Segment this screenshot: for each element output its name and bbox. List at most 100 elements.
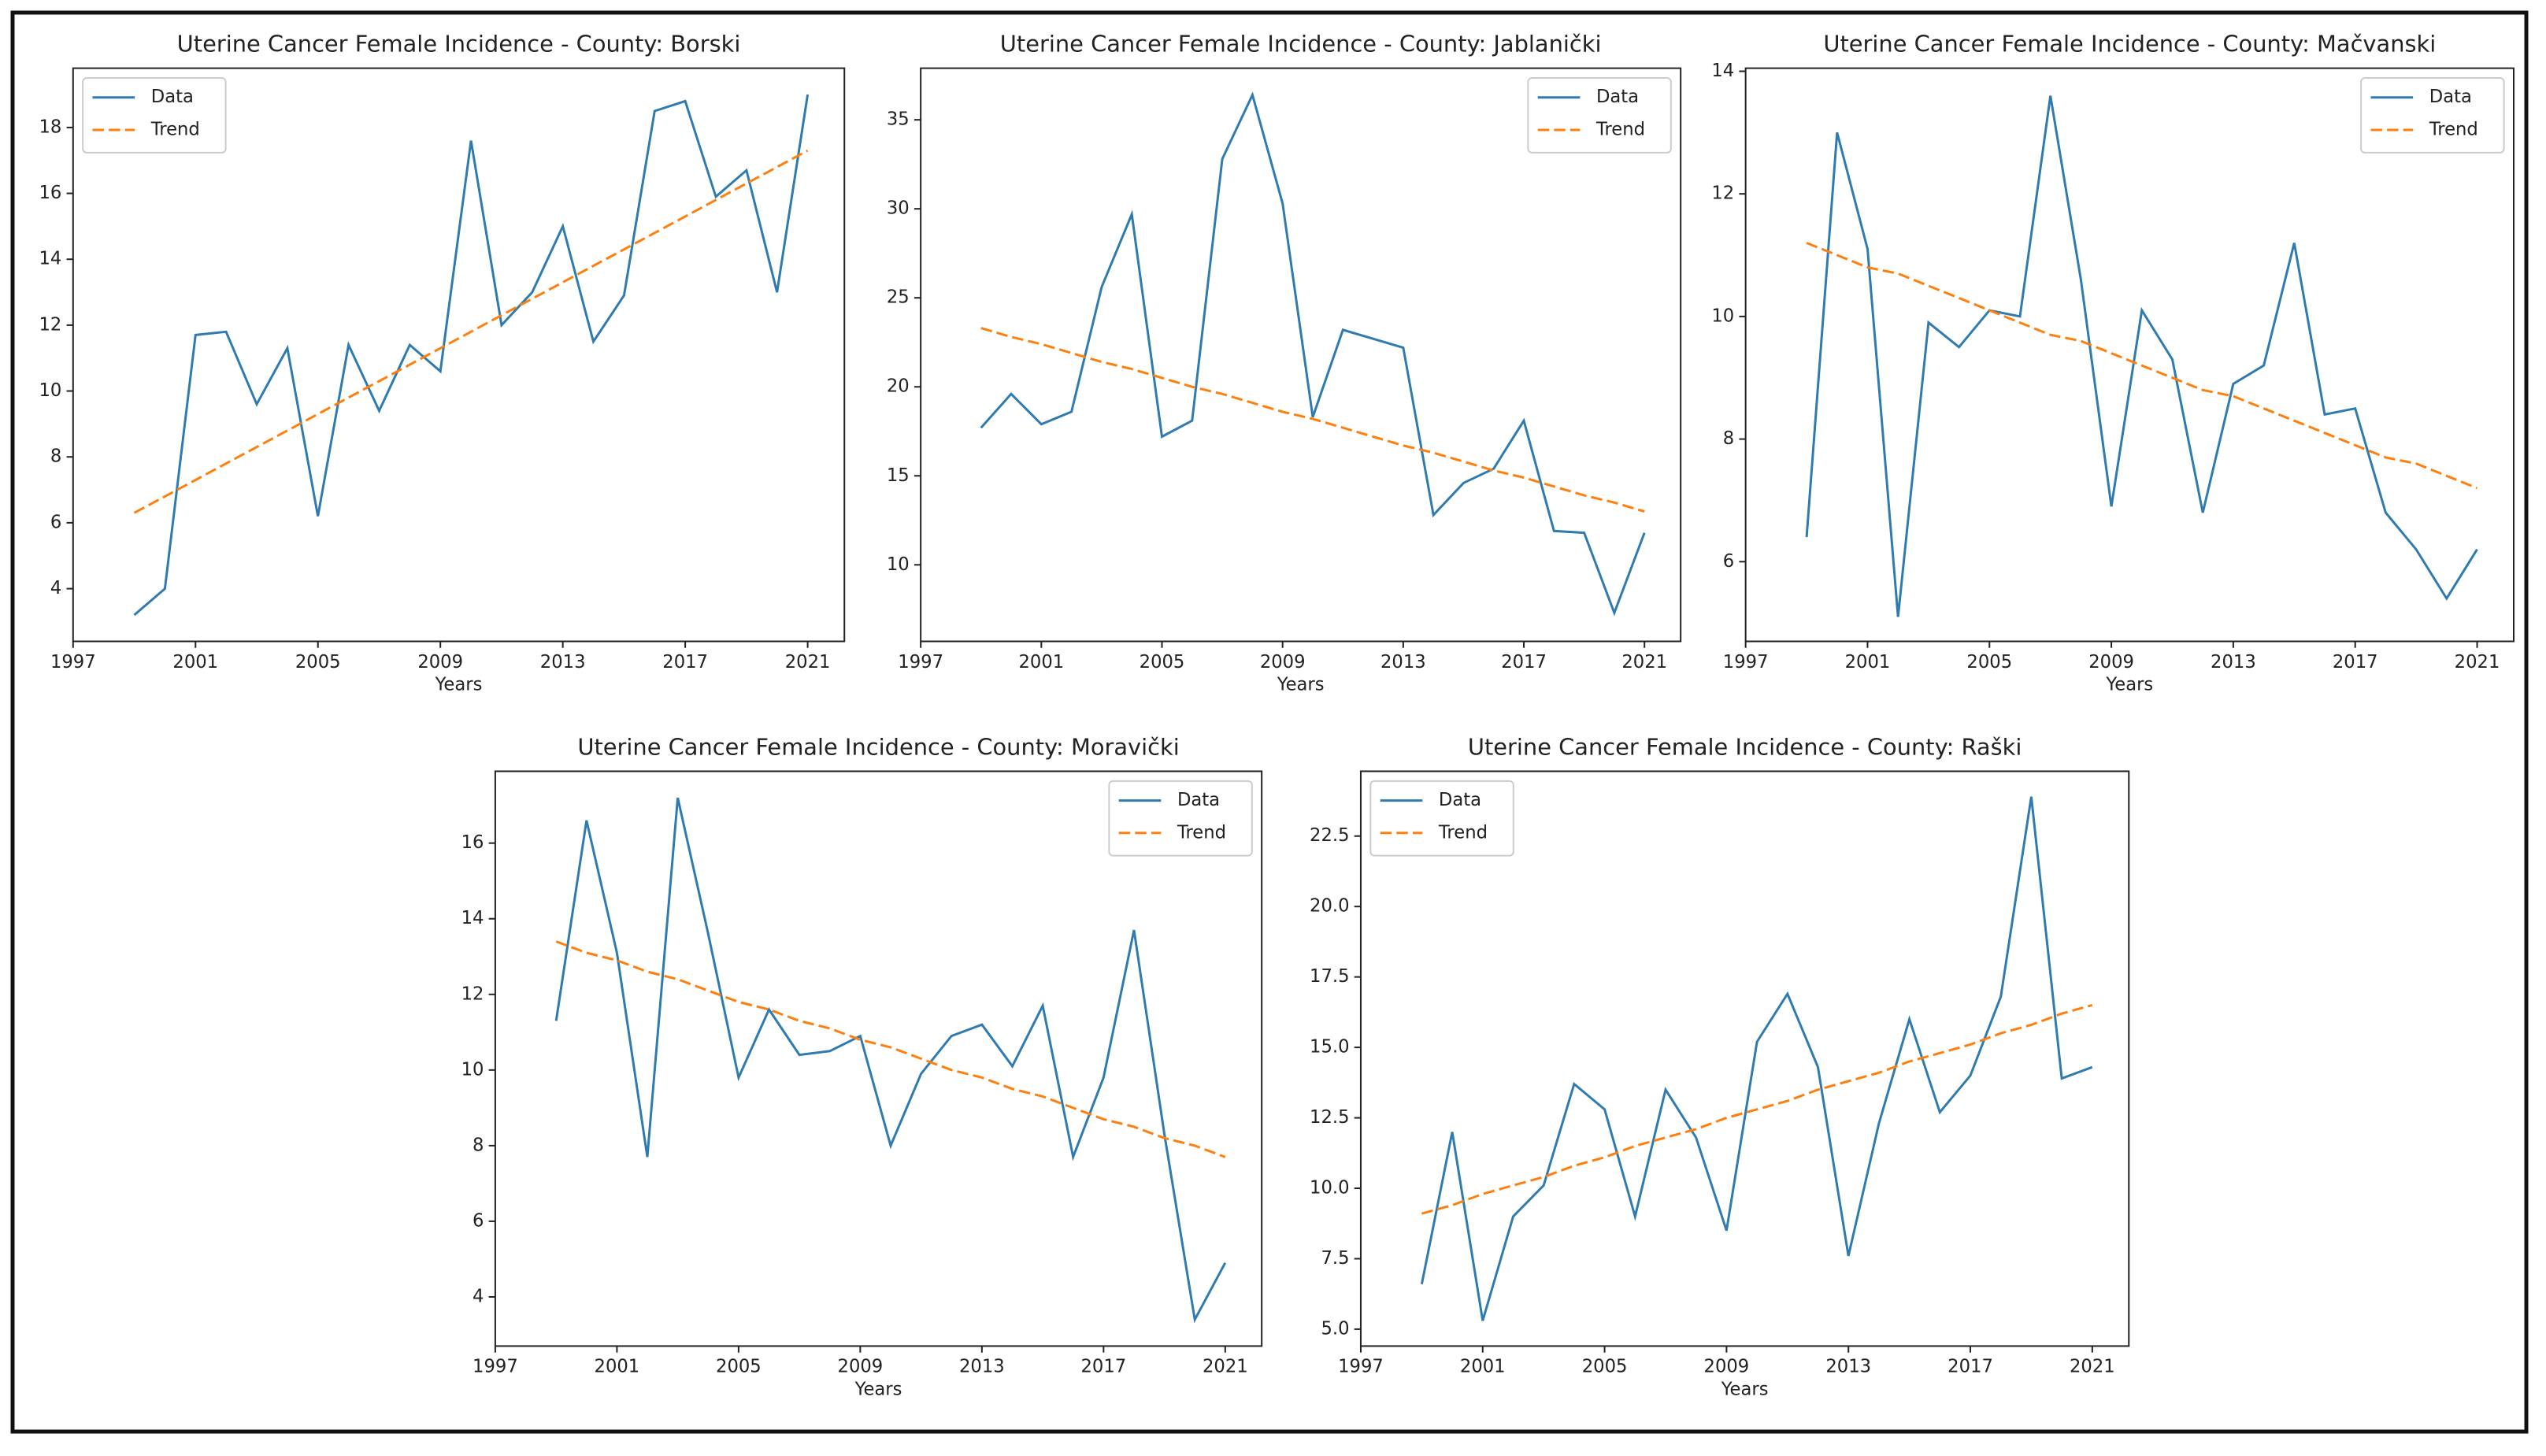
y-tick-label: 18 [39, 117, 61, 137]
x-tick-label: 2013 [959, 1357, 1005, 1377]
x-tick-label: 1997 [898, 652, 943, 672]
x-tick-label: 2013 [2211, 652, 2256, 672]
x-tick-label: 2001 [595, 1357, 640, 1377]
x-tick-label: 1997 [473, 1357, 518, 1377]
legend-label: Trend [1177, 822, 1226, 843]
x-tick-label: 1997 [1723, 652, 1769, 672]
legend-label: Data [1177, 790, 1220, 810]
x-tick-label: 2005 [716, 1357, 762, 1377]
x-tick-label: 2017 [1501, 652, 1547, 672]
y-tick-label: 12.5 [1310, 1107, 1349, 1128]
legend-label: Trend [150, 119, 200, 139]
x-tick-label: 2005 [1582, 1357, 1628, 1377]
legend: Data Trend [1527, 76, 1672, 154]
y-tick-label: 8 [50, 446, 61, 467]
y-tick-label: 17.5 [1310, 966, 1349, 987]
series-line [1806, 242, 2478, 490]
legend: Data Trend [82, 76, 227, 154]
chart-title: Uterine Cancer Female Incidence - County… [1000, 31, 1602, 57]
y-tick-label: 20 [887, 376, 910, 397]
series-line [554, 797, 1227, 1324]
y-tick-label: 10.0 [1310, 1178, 1349, 1199]
x-tick-label: 2013 [1825, 1357, 1871, 1377]
x-tick-label: 2017 [662, 652, 708, 672]
x-tick-label: 2001 [1460, 1357, 1506, 1377]
y-tick-label: 30 [887, 198, 910, 219]
x-tick-label: 2001 [1018, 652, 1064, 672]
legend-label: Data [151, 87, 194, 107]
x-tick-label: 2009 [1704, 1357, 1750, 1377]
chart-title: Uterine Cancer Female Incidence - County… [1468, 734, 2022, 761]
y-tick-label: 15.0 [1310, 1037, 1349, 1058]
legend-label: Trend [2429, 119, 2478, 139]
series-line [980, 327, 1645, 513]
x-tick-label: 2005 [1140, 652, 1185, 672]
series-line [1420, 796, 2093, 1321]
y-tick-label: 10 [1711, 306, 1734, 326]
y-tick-label: 12 [461, 984, 484, 1004]
legend-label: Trend [1438, 822, 1488, 843]
x-tick-label: 2005 [1966, 652, 2012, 672]
y-tick-label: 7.5 [1321, 1248, 1349, 1269]
subplot: Uterine Cancer Female Incidence - County… [39, 31, 846, 695]
chart-title: Uterine Cancer Female Incidence - County… [577, 734, 1179, 761]
y-tick-label: 14 [39, 249, 61, 269]
series-line [1805, 95, 2478, 617]
x-tick-label: 2021 [1203, 1357, 1248, 1377]
x-tick-label: 2001 [1845, 652, 1891, 672]
x-tick-label: 1997 [50, 652, 96, 672]
chart-title: Uterine Cancer Female Incidence - County… [1823, 31, 2436, 57]
y-tick-label: 14 [461, 908, 484, 928]
legend-label: Data [1596, 87, 1639, 107]
series-line [1421, 1003, 2093, 1215]
y-tick-label: 5.0 [1321, 1318, 1349, 1339]
series-line [980, 91, 1646, 617]
subplot: Uterine Cancer Female Incidence - County… [1711, 31, 2514, 695]
legend: Data Trend [2360, 76, 2505, 154]
subplot: Uterine Cancer Female Incidence - County… [887, 31, 1682, 695]
legend: Data Trend [1108, 780, 1253, 857]
series-line [133, 149, 809, 514]
y-tick-label: 4 [50, 578, 61, 598]
x-tick-label: 2009 [417, 652, 463, 672]
x-tick-label: 2005 [295, 652, 341, 672]
x-tick-label: 2021 [785, 652, 831, 672]
x-axis-label: Years [1721, 1380, 1769, 1400]
x-axis-label: Years [1277, 675, 1325, 695]
y-tick-label: 6 [50, 512, 61, 532]
x-tick-label: 2001 [172, 652, 218, 672]
y-tick-label: 20.0 [1310, 896, 1349, 917]
x-tick-label: 2009 [2088, 652, 2134, 672]
x-tick-label: 2013 [540, 652, 586, 672]
plot-area [920, 67, 1682, 643]
y-tick-label: 10 [39, 380, 61, 401]
plot-area [1744, 67, 2514, 643]
y-tick-label: 14 [1711, 61, 1734, 81]
y-tick-label: 16 [39, 183, 61, 203]
y-tick-label: 15 [887, 465, 910, 486]
y-tick-label: 12 [1711, 183, 1734, 204]
y-tick-label: 16 [461, 832, 484, 853]
y-tick-label: 8 [473, 1135, 484, 1155]
y-tick-label: 10 [887, 554, 910, 575]
x-tick-label: 1997 [1338, 1357, 1384, 1377]
y-tick-label: 12 [39, 314, 61, 335]
x-tick-label: 2009 [1260, 652, 1306, 672]
x-tick-label: 2013 [1380, 652, 1426, 672]
plot-area [1359, 770, 2130, 1347]
x-tick-label: 2017 [2333, 652, 2378, 672]
y-tick-label: 6 [473, 1210, 484, 1231]
x-tick-label: 2009 [838, 1357, 884, 1377]
subplot: Uterine Cancer Female Incidence - County… [461, 734, 1263, 1400]
y-tick-label: 25 [887, 287, 910, 308]
series-line [133, 94, 810, 617]
plot-area [494, 770, 1263, 1347]
legend-label: Trend [1595, 119, 1645, 139]
x-axis-label: Years [854, 1380, 902, 1400]
subplot: Uterine Cancer Female Incidence - County… [1310, 734, 2130, 1400]
x-tick-label: 2021 [2455, 652, 2500, 672]
y-tick-label: 8 [1723, 428, 1734, 449]
x-tick-label: 2017 [1947, 1357, 1993, 1377]
y-tick-label: 10 [461, 1059, 484, 1080]
